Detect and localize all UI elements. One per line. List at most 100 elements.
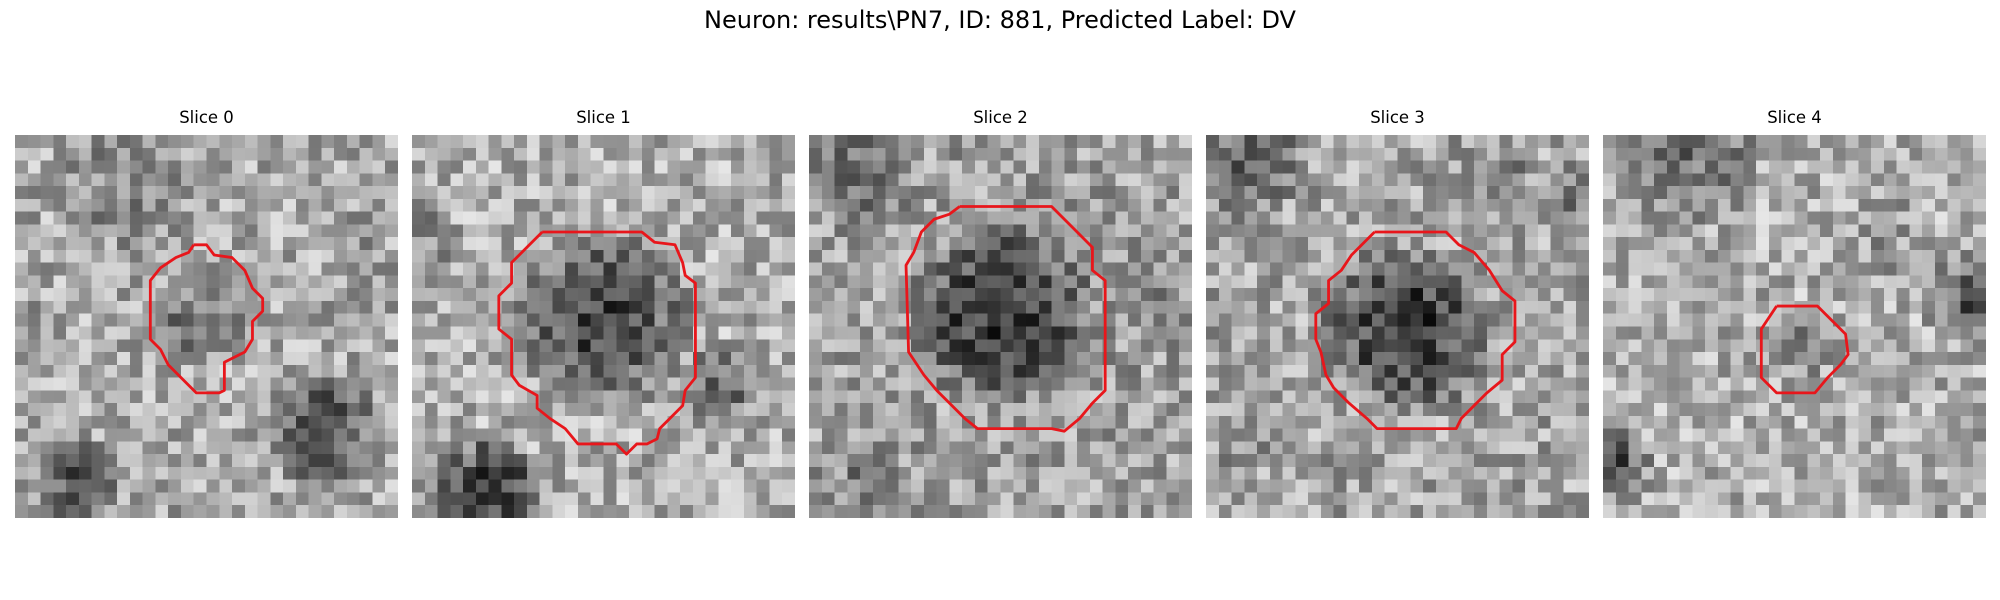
pixel bbox=[731, 428, 745, 442]
pixel bbox=[1909, 211, 1923, 225]
pixel bbox=[1934, 326, 1948, 340]
pixel bbox=[155, 313, 169, 327]
pixel bbox=[539, 364, 553, 378]
pixel bbox=[1973, 454, 1986, 468]
pixel bbox=[1359, 237, 1373, 251]
pixel bbox=[1756, 300, 1770, 314]
pixel bbox=[756, 288, 770, 302]
pixel bbox=[1692, 364, 1706, 378]
pixel bbox=[654, 479, 668, 493]
pixel bbox=[1550, 326, 1564, 340]
pixel bbox=[1883, 300, 1897, 314]
pixel bbox=[180, 403, 194, 417]
pixel bbox=[78, 135, 92, 149]
pixel bbox=[1871, 403, 1885, 417]
pixel bbox=[1973, 300, 1986, 314]
pixel bbox=[308, 377, 322, 391]
pixel bbox=[769, 390, 783, 404]
pixel bbox=[27, 466, 41, 480]
pixel bbox=[1794, 326, 1808, 340]
pixel bbox=[860, 249, 874, 263]
pixel bbox=[923, 160, 937, 174]
pixel bbox=[463, 479, 477, 493]
pixel bbox=[27, 300, 41, 314]
pixel bbox=[1179, 160, 1192, 174]
pixel bbox=[1666, 211, 1680, 225]
pixel bbox=[1628, 505, 1642, 518]
pixel bbox=[1231, 275, 1245, 289]
pixel bbox=[1743, 313, 1757, 327]
pixel bbox=[232, 211, 246, 225]
pixel bbox=[1641, 237, 1655, 251]
pixel bbox=[232, 313, 246, 327]
pixel bbox=[641, 147, 655, 161]
pixel bbox=[1756, 237, 1770, 251]
pixel bbox=[1922, 237, 1936, 251]
pixel bbox=[334, 377, 348, 391]
pixel bbox=[1807, 352, 1821, 366]
pixel bbox=[308, 352, 322, 366]
pixel bbox=[1666, 492, 1680, 506]
pixel bbox=[962, 262, 976, 276]
pixel bbox=[1756, 492, 1770, 506]
pixel bbox=[565, 339, 579, 353]
pixel bbox=[1257, 147, 1271, 161]
pixel bbox=[692, 237, 706, 251]
pixel bbox=[437, 492, 451, 506]
pixel bbox=[1435, 415, 1449, 429]
pixel bbox=[987, 352, 1001, 366]
pixel bbox=[1013, 186, 1027, 200]
pixel bbox=[27, 173, 41, 187]
pixel bbox=[232, 288, 246, 302]
pixel bbox=[283, 186, 297, 200]
pixel bbox=[1525, 198, 1539, 212]
pixel bbox=[1947, 390, 1961, 404]
pixel bbox=[1807, 479, 1821, 493]
pixel bbox=[577, 249, 591, 263]
pixel bbox=[1089, 352, 1103, 366]
pixel bbox=[1550, 211, 1564, 225]
pixel bbox=[1794, 415, 1808, 429]
pixel bbox=[1654, 186, 1668, 200]
pixel bbox=[692, 441, 706, 455]
pixel bbox=[1115, 479, 1129, 493]
pixel bbox=[1922, 352, 1936, 366]
pixel bbox=[1820, 237, 1834, 251]
pixel bbox=[1756, 198, 1770, 212]
pixel bbox=[809, 262, 823, 276]
pixel bbox=[1947, 492, 1961, 506]
pixel bbox=[308, 300, 322, 314]
pixel bbox=[385, 135, 398, 149]
pixel bbox=[424, 211, 438, 225]
pixel bbox=[974, 147, 988, 161]
pixel bbox=[1166, 326, 1180, 340]
pixel bbox=[834, 454, 848, 468]
pixel bbox=[654, 186, 668, 200]
pixel bbox=[385, 390, 398, 404]
pixel bbox=[437, 428, 451, 442]
pixel bbox=[244, 249, 258, 263]
pixel bbox=[1807, 339, 1821, 353]
pixel bbox=[117, 275, 131, 289]
pixel bbox=[1909, 415, 1923, 429]
pixel bbox=[40, 403, 54, 417]
pixel bbox=[718, 237, 732, 251]
pixel bbox=[1128, 198, 1142, 212]
pixel bbox=[142, 377, 156, 391]
slice-image-0 bbox=[15, 135, 398, 518]
pixel bbox=[1153, 198, 1167, 212]
pixel bbox=[308, 198, 322, 212]
pixel bbox=[667, 505, 681, 518]
pixel bbox=[705, 237, 719, 251]
pixel bbox=[1960, 505, 1974, 518]
pixel bbox=[283, 237, 297, 251]
pixel bbox=[1089, 415, 1103, 429]
pixel bbox=[1794, 339, 1808, 353]
pixel bbox=[731, 390, 745, 404]
pixel bbox=[257, 147, 271, 161]
pixel bbox=[1102, 479, 1116, 493]
pixel bbox=[1858, 300, 1872, 314]
pixel bbox=[1013, 492, 1027, 506]
pixel bbox=[1077, 466, 1091, 480]
pixel bbox=[295, 441, 309, 455]
